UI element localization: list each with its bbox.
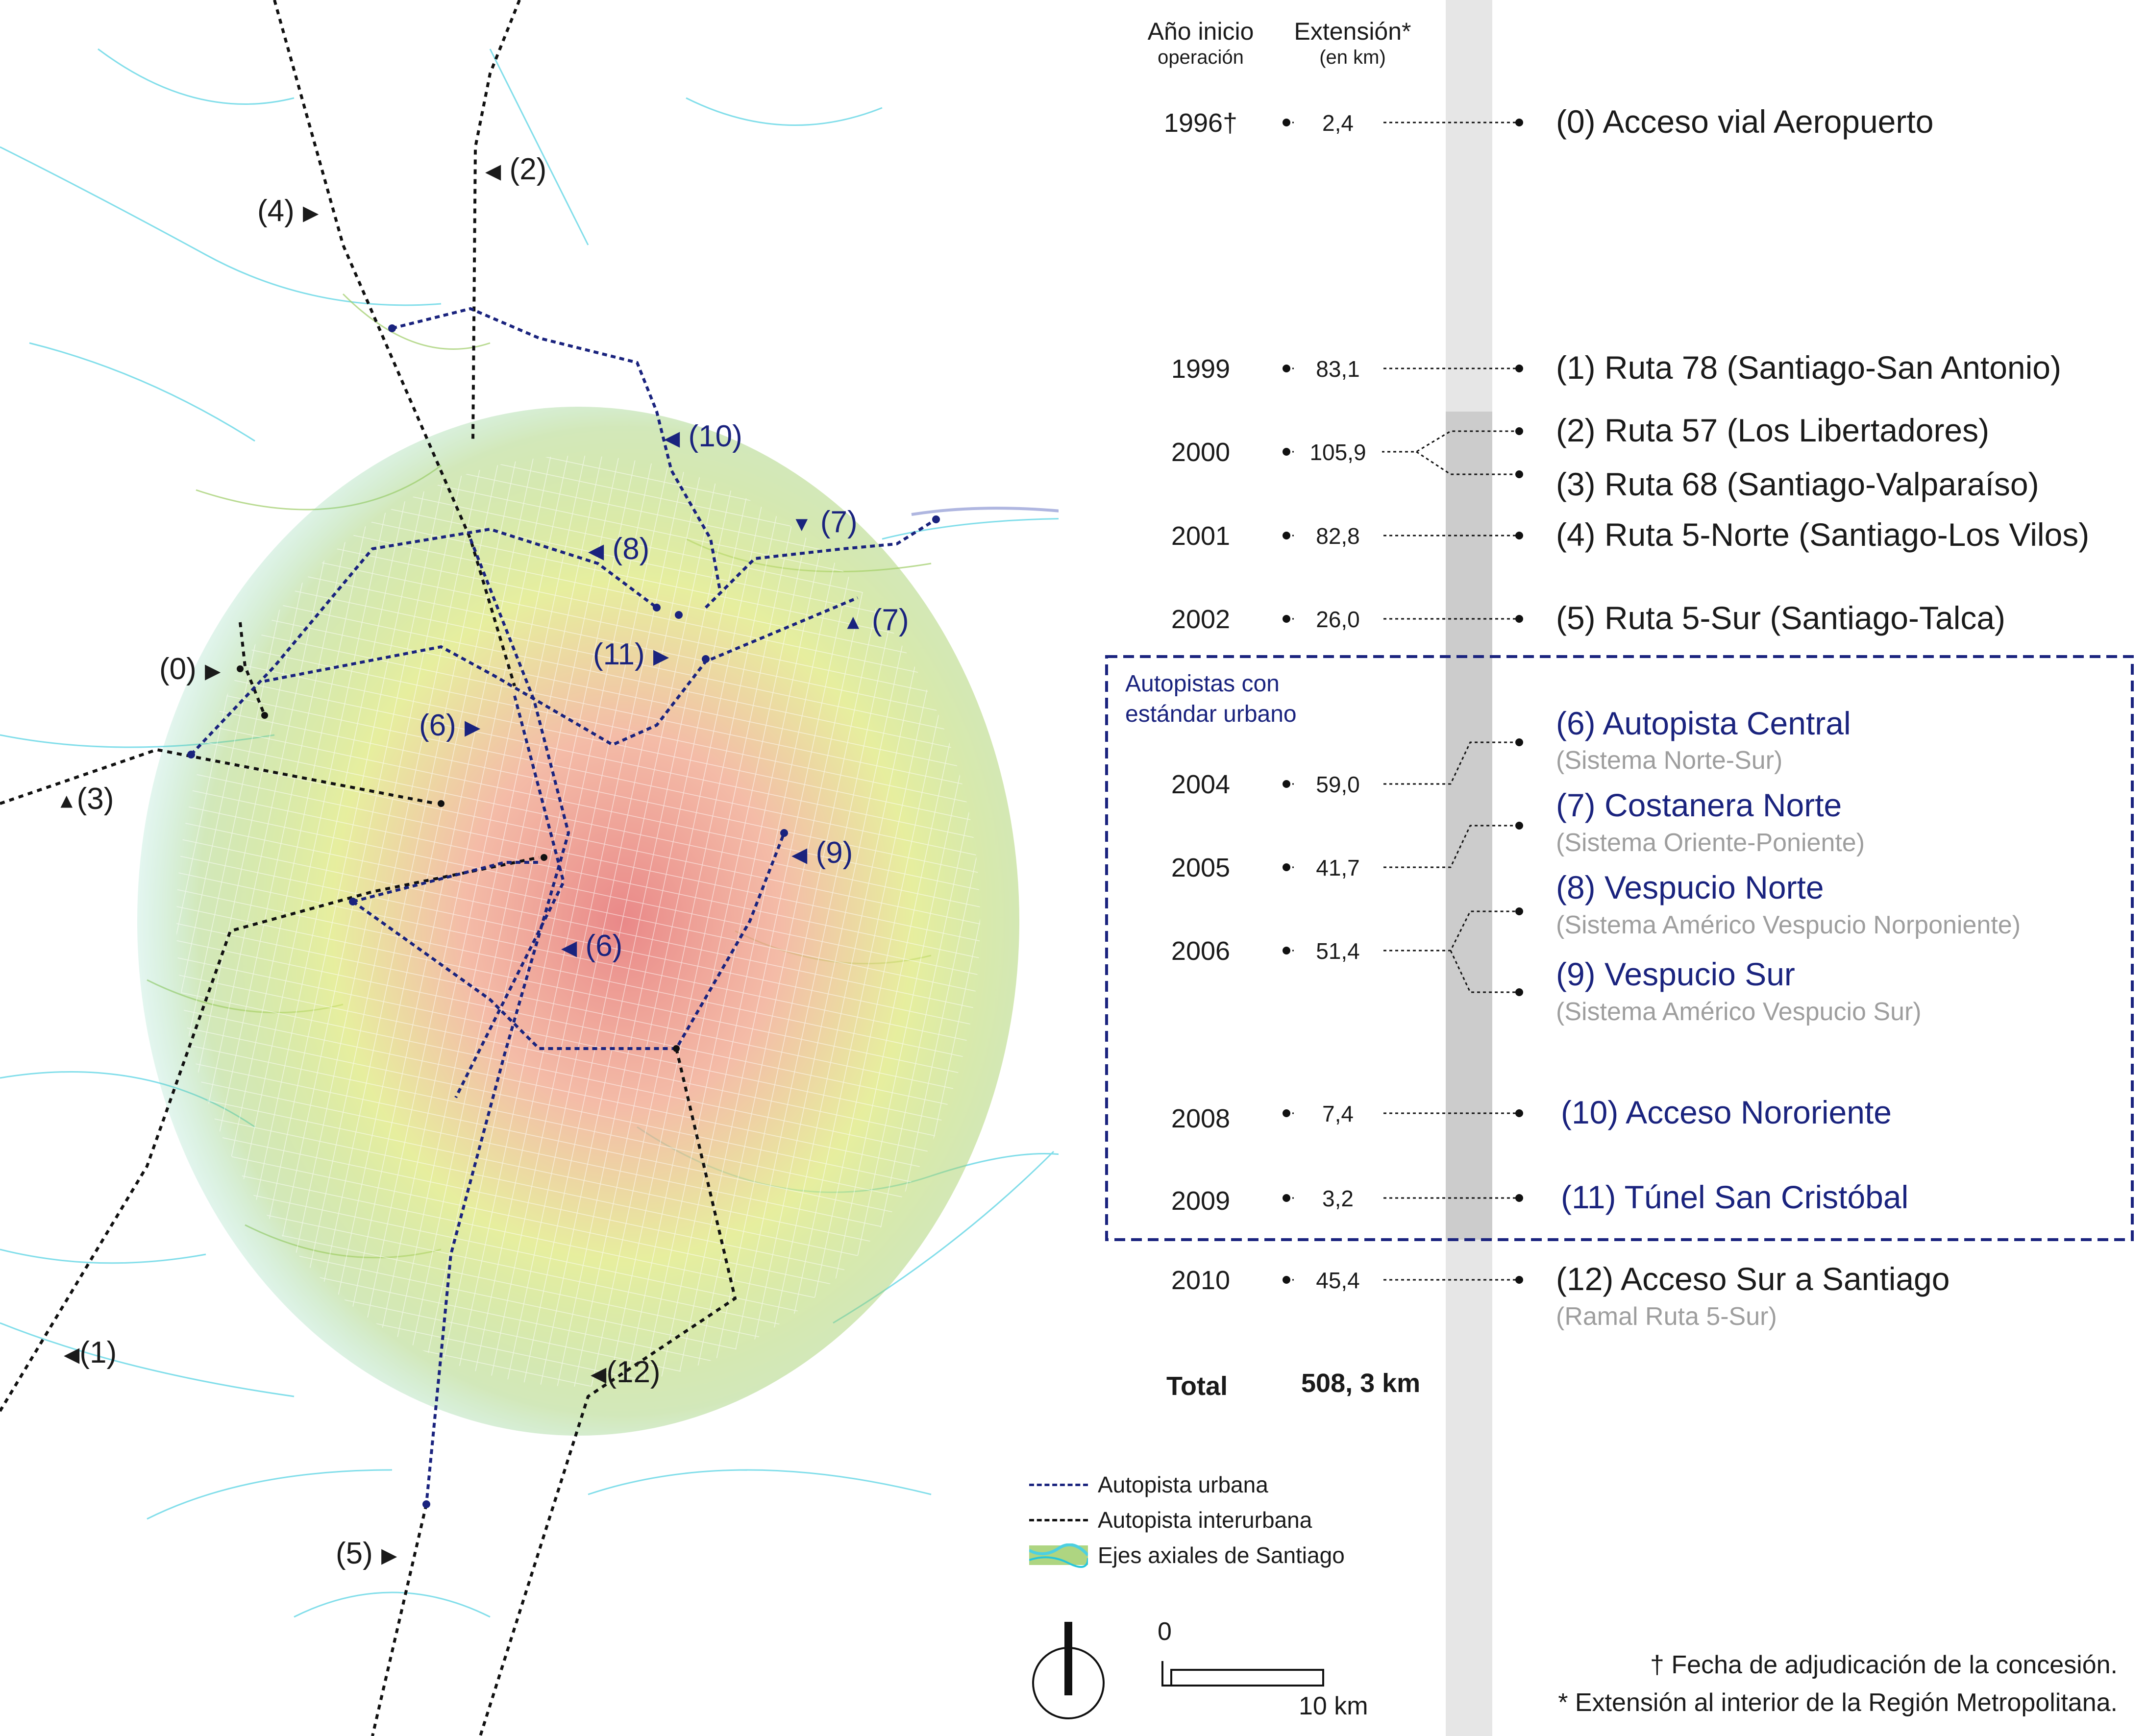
year-column-header: Año inicio operación	[1147, 18, 1254, 68]
interurban-line-swatch	[1029, 1519, 1088, 1521]
year-8: 2008	[1171, 1104, 1231, 1133]
route-sub-12: (Ramal Ruta 5-Sur)	[1556, 1302, 1777, 1331]
year-1: 1999	[1171, 354, 1231, 384]
route-name-0: (0) Acceso vial Aeropuerto	[1556, 103, 1934, 140]
route-1-line	[0, 856, 540, 1412]
route-5-line	[371, 1504, 428, 1736]
route-name-8: (8) Vespucio Norte	[1556, 869, 1824, 905]
urban-group-box	[1105, 655, 2134, 1241]
route-6b-line	[454, 695, 566, 1099]
total-label: Total	[1166, 1371, 1228, 1401]
route-name-6: (6) Autopista Central	[1556, 705, 1851, 741]
year-4: 2002	[1171, 605, 1231, 634]
timeline-dots	[1283, 119, 1523, 1284]
route-name-12: (12) Acceso Sur a Santiago	[1556, 1261, 1950, 1297]
route-name-2: (2) Ruta 57 (Los Libertadores)	[1556, 412, 1990, 448]
year-3: 2001	[1171, 521, 1231, 551]
ext-10: 45,4	[1294, 1267, 1382, 1294]
scale-bar: 0 10 km	[1157, 1612, 1392, 1725]
route-0-line	[239, 622, 266, 716]
ext-9: 3,2	[1294, 1185, 1382, 1212]
route-name-9: (9) Vespucio Sur	[1556, 956, 1795, 992]
scale-zero: 0	[1158, 1617, 1172, 1646]
route-name-11: (11) Túnel San Cristóbal	[1561, 1179, 1909, 1215]
ext-5: 59,0	[1294, 771, 1382, 798]
urban-group-title: Autopistas con estándar urbano	[1125, 671, 1297, 728]
route-name-5: (5) Ruta 5-Sur (Santiago-Talca)	[1556, 600, 2006, 636]
route-name-3: (3) Ruta 68 (Santiago-Valparaíso)	[1556, 466, 2039, 502]
year-6: 2005	[1171, 853, 1231, 882]
total-value: 508, 3 km	[1301, 1369, 1421, 1398]
ext-4: 26,0	[1294, 606, 1382, 633]
ext-1: 83,1	[1294, 356, 1382, 382]
ext-2: 105,9	[1294, 439, 1382, 465]
junction-dots	[187, 324, 940, 1508]
route-name-7: (7) Costanera Norte	[1556, 787, 1842, 823]
route-6-line	[425, 538, 570, 1505]
extension-column-header: Extensión* (en km)	[1294, 18, 1411, 68]
ext-3: 82,8	[1294, 523, 1382, 549]
route-7-line	[704, 518, 937, 609]
urban-line-swatch	[1029, 1484, 1088, 1486]
route-8-line	[190, 527, 658, 756]
grey-band-dark	[1446, 412, 1492, 1240]
footnote-dagger: † Fecha de adjudicación de la concesión.	[1650, 1651, 2118, 1679]
route-2-line	[471, 0, 521, 441]
footnote-star: * Extensión al interior de la Región Met…	[1558, 1688, 2118, 1717]
route-3-line	[0, 748, 437, 805]
timeline-panel: Año inicio operación Extensión* (en km) …	[1098, 0, 2147, 1736]
axial-swatch	[1029, 1543, 1088, 1568]
route-name-10: (10) Acceso Nororiente	[1561, 1094, 1892, 1130]
year-2: 2000	[1171, 438, 1231, 467]
route-sub-7: (Sistema Oriente-Poniente)	[1556, 829, 1865, 857]
route-sub-6: (Sistema Norte-Sur)	[1556, 746, 1783, 775]
scale-ten: 10 km	[1299, 1692, 1368, 1720]
route-10-line	[392, 307, 722, 593]
route-4-line	[273, 0, 516, 686]
route-name-1: (1) Ruta 78 (Santiago-San Antonio)	[1556, 349, 2061, 386]
ext-8: 7,4	[1294, 1100, 1382, 1127]
timeline-graphics	[1105, 0, 2134, 1736]
interurban-highways	[0, 0, 737, 1736]
route-name-4: (4) Ruta 5-Norte (Santiago-Los Vilos)	[1556, 516, 2090, 553]
route-12-line	[479, 1048, 737, 1736]
year-7: 2006	[1171, 936, 1231, 966]
santiago-map	[0, 0, 1059, 1736]
ext-0: 2,4	[1294, 110, 1382, 136]
year-9: 2009	[1171, 1186, 1231, 1216]
ext-7: 51,4	[1294, 938, 1382, 964]
axial-network	[0, 48, 1059, 1618]
route-9b-line	[352, 861, 539, 903]
year-10: 2010	[1171, 1266, 1231, 1295]
year-0: 1996†	[1163, 108, 1238, 138]
year-5: 2004	[1171, 770, 1231, 799]
north-arrow-icon	[1032, 1622, 1105, 1719]
route-sub-9: (Sistema Américo Vespucio Sur)	[1556, 998, 1922, 1026]
ext-6: 41,7	[1294, 855, 1382, 881]
route-sub-8: (Sistema Américo Vespucio Norponiente)	[1556, 911, 2021, 939]
